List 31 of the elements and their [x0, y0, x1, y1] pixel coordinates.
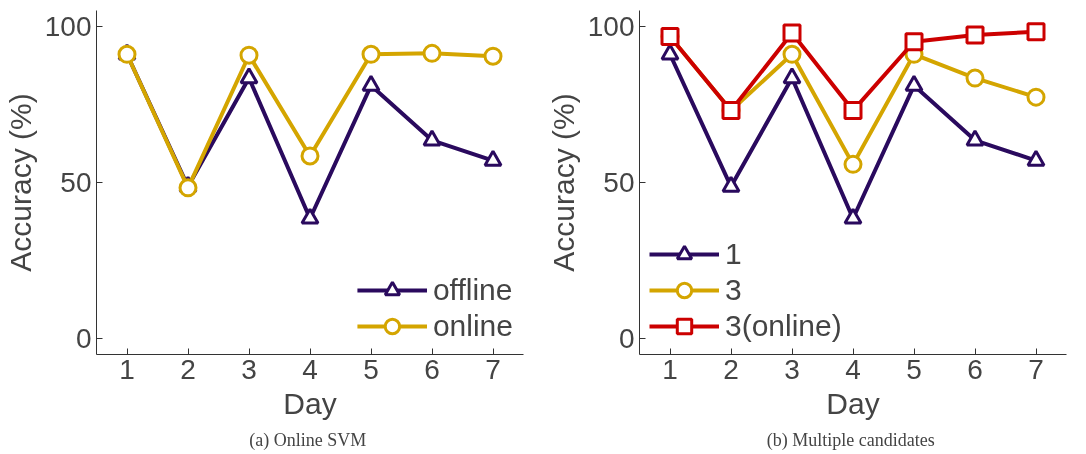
x-tick-label: 6 — [424, 353, 440, 385]
y-tick-label: 100 — [587, 10, 635, 42]
legend-label: 1 — [725, 237, 743, 271]
legend-label: online — [432, 309, 513, 343]
legend-label: 3 — [725, 273, 743, 307]
y-tick-label: 100 — [44, 10, 92, 42]
x-tick-label: 1 — [119, 353, 135, 385]
x-tick-label: 7 — [485, 353, 501, 385]
x-tick-label: 5 — [906, 353, 922, 385]
x-axis-title: Day — [283, 386, 337, 420]
text: (a) Online SVM — [249, 429, 367, 451]
x-tick-label: 5 — [363, 353, 379, 385]
y-tick-label: 50 — [60, 167, 92, 198]
text: (b) Multiple candidates — [766, 429, 935, 451]
x-tick-label: 7 — [1028, 353, 1044, 385]
x-tick-label: 6 — [967, 353, 983, 385]
x-tick-label: 2 — [180, 353, 196, 385]
legend-label: offline — [432, 273, 513, 307]
y-axis-title: Accuracy (%) — [546, 93, 580, 272]
x-tick-label: 2 — [723, 353, 739, 385]
y-tick-label: 0 — [618, 323, 635, 355]
x-tick-label: 4 — [845, 353, 861, 385]
y-tick-label: 0 — [75, 323, 92, 355]
x-tick-label: 3 — [784, 353, 800, 385]
y-axis-title: Accuracy (%) — [3, 93, 37, 272]
x-tick-label: 4 — [302, 353, 318, 385]
x-axis-title: Day — [826, 386, 880, 420]
x-tick-label: 3 — [241, 353, 257, 385]
x-tick-label: 1 — [662, 353, 678, 385]
y-tick-label: 50 — [603, 167, 635, 198]
legend-label: 3(online) — [725, 309, 842, 343]
